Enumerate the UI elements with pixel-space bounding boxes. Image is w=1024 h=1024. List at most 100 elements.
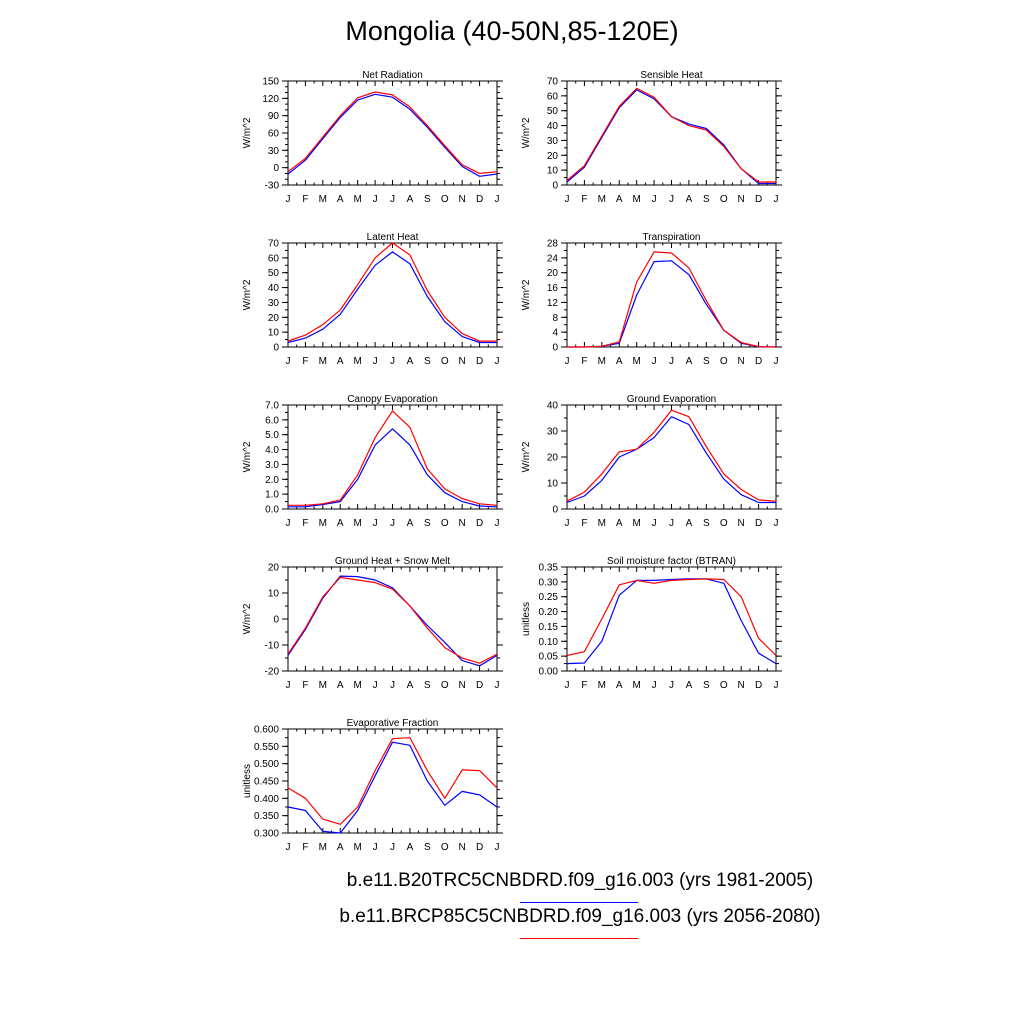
y-tick-label: 40 bbox=[547, 121, 559, 132]
series-line-historical bbox=[287, 251, 497, 344]
x-tick-label: M bbox=[319, 680, 327, 691]
y-tick-label: 90 bbox=[268, 111, 280, 122]
x-tick-label: S bbox=[424, 194, 431, 205]
legend-label-future: b.e11.BRCP85C5CNBDRD.f09_g16.003 (yrs 20… bbox=[339, 906, 821, 927]
series-line-future bbox=[287, 91, 498, 174]
x-tick-label: J bbox=[495, 194, 500, 205]
series-line-historical bbox=[287, 93, 498, 177]
y-tick-label: 0 bbox=[273, 343, 279, 354]
y-tick-label: 10 bbox=[547, 479, 559, 490]
x-tick-label: A bbox=[407, 356, 414, 367]
y-tick-label: 0.400 bbox=[254, 794, 279, 805]
x-tick-label: F bbox=[302, 842, 308, 853]
x-tick-label: M bbox=[598, 194, 606, 205]
y-tick-label: 0.00 bbox=[539, 667, 559, 678]
x-tick-label: O bbox=[441, 194, 449, 205]
panel-title: Evaporative Fraction bbox=[347, 718, 439, 729]
x-tick-label: F bbox=[581, 518, 587, 529]
y-tick-label: 30 bbox=[547, 427, 559, 438]
y-tick-label: 16 bbox=[547, 283, 559, 294]
panel-title: Ground Heat + Snow Melt bbox=[335, 556, 451, 567]
x-tick-label: A bbox=[337, 194, 344, 205]
x-tick-label: J bbox=[774, 680, 779, 691]
x-tick-label: M bbox=[319, 518, 327, 529]
y-tick-label: 0 bbox=[273, 615, 279, 626]
panel-title: Soil moisture factor (BTRAN) bbox=[607, 556, 736, 567]
x-tick-label: J bbox=[390, 842, 395, 853]
x-tick-label: A bbox=[337, 680, 344, 691]
y-tick-label: 0.05 bbox=[539, 652, 559, 663]
x-tick-label: D bbox=[476, 680, 483, 691]
x-tick-label: M bbox=[632, 518, 640, 529]
series-line-future bbox=[566, 578, 777, 657]
panel-title: Net Radiation bbox=[362, 70, 423, 81]
plot-frame bbox=[287, 566, 498, 672]
x-tick-label: N bbox=[738, 356, 745, 367]
x-tick-label: M bbox=[319, 194, 327, 205]
y-tick-label: 10 bbox=[268, 328, 280, 339]
x-tick-label: J bbox=[652, 194, 657, 205]
y-tick-label: 0 bbox=[273, 163, 279, 174]
x-tick-label: A bbox=[686, 356, 693, 367]
x-tick-label: M bbox=[353, 194, 361, 205]
x-tick-label: A bbox=[686, 518, 693, 529]
panel-title: Transpiration bbox=[643, 232, 701, 243]
x-tick-label: A bbox=[616, 518, 623, 529]
y-axis-label: unitless bbox=[521, 602, 532, 636]
y-tick-label: 20 bbox=[547, 151, 559, 162]
x-tick-label: J bbox=[652, 680, 657, 691]
x-tick-label: M bbox=[353, 842, 361, 853]
x-tick-label: F bbox=[302, 356, 308, 367]
x-tick-label: F bbox=[302, 518, 308, 529]
y-tick-label: 0.350 bbox=[254, 811, 279, 822]
chart-panel-soil-moisture-factor-btran: Soil moisture factor (BTRAN)J F M A M J J A S O N D… bbox=[521, 556, 782, 691]
plot-frame bbox=[566, 566, 777, 672]
x-tick-label: M bbox=[319, 356, 327, 367]
y-tick-label: 0.0 bbox=[265, 505, 279, 516]
y-axis-label: W/m^2 bbox=[242, 441, 253, 472]
x-tick-label: J bbox=[286, 518, 291, 529]
x-tick-label: J bbox=[373, 194, 378, 205]
y-tick-label: 70 bbox=[547, 77, 559, 88]
x-tick-label: O bbox=[441, 680, 449, 691]
x-tick-label: M bbox=[353, 680, 361, 691]
y-axis-label: W/m^2 bbox=[242, 279, 253, 310]
y-tick-label: 40 bbox=[268, 283, 280, 294]
y-tick-label: 20 bbox=[268, 563, 280, 574]
x-tick-label: A bbox=[407, 518, 414, 529]
x-tick-label: D bbox=[755, 518, 762, 529]
x-tick-label: D bbox=[476, 518, 483, 529]
y-tick-label: 5.0 bbox=[265, 430, 279, 441]
y-tick-label: 6.0 bbox=[265, 415, 279, 426]
x-tick-label: A bbox=[407, 842, 414, 853]
y-tick-label: 2.0 bbox=[265, 475, 279, 486]
x-tick-label: N bbox=[738, 680, 745, 691]
x-tick-label: N bbox=[738, 194, 745, 205]
y-tick-label: 8 bbox=[552, 313, 558, 324]
x-tick-label: A bbox=[686, 680, 693, 691]
x-tick-label: J bbox=[495, 518, 500, 529]
x-tick-label: N bbox=[459, 356, 466, 367]
x-tick-label: M bbox=[353, 356, 361, 367]
legend-line-historical bbox=[520, 902, 638, 903]
x-tick-label: F bbox=[302, 680, 308, 691]
x-tick-label: M bbox=[353, 518, 361, 529]
y-axis-label: W/m^2 bbox=[521, 441, 532, 472]
x-tick-label: D bbox=[755, 680, 762, 691]
x-tick-label: S bbox=[424, 518, 431, 529]
x-tick-label: J bbox=[652, 518, 657, 529]
x-tick-label: J bbox=[286, 680, 291, 691]
y-tick-label: 50 bbox=[547, 106, 559, 117]
y-tick-label: 28 bbox=[547, 239, 559, 250]
x-tick-label: N bbox=[459, 194, 466, 205]
y-axis-label: W/m^2 bbox=[242, 603, 253, 634]
x-tick-label: J bbox=[390, 194, 395, 205]
x-tick-label: M bbox=[598, 356, 606, 367]
y-tick-label: 60 bbox=[268, 253, 280, 264]
series-line-historical bbox=[287, 575, 498, 667]
y-tick-label: 30 bbox=[547, 136, 559, 147]
y-tick-label: 0 bbox=[552, 505, 558, 516]
